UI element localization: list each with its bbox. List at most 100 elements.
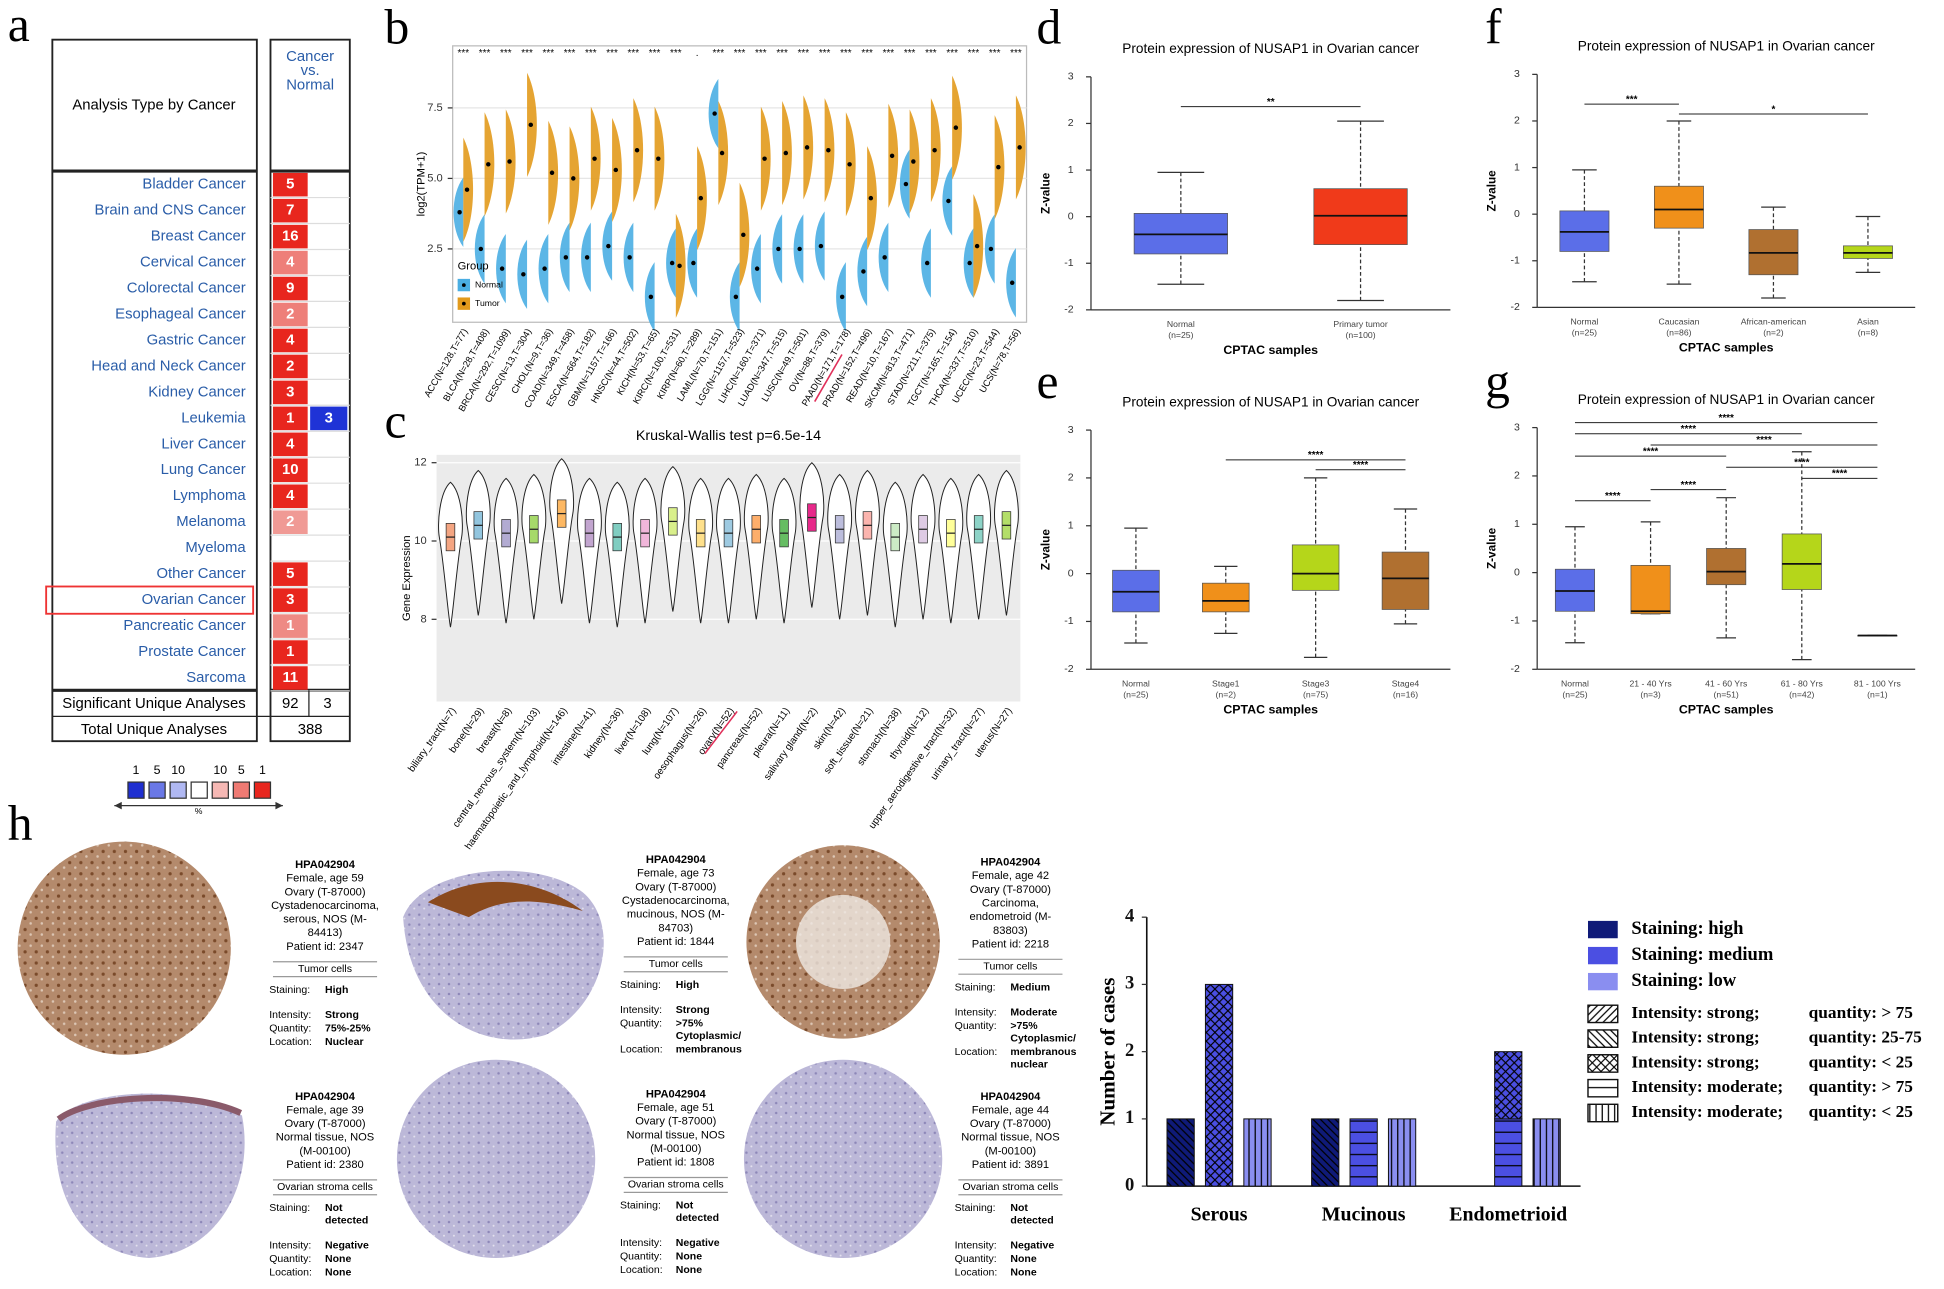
field-value: Strong — [676, 1004, 710, 1016]
significance: *** — [458, 48, 470, 59]
y-tick-label: 1 — [1514, 161, 1520, 173]
field-value: None — [325, 1267, 351, 1279]
up-count: 4 — [286, 488, 295, 504]
n-label: (n=1) — [1867, 690, 1888, 700]
x-axis-label: CPTAC samples — [1223, 702, 1318, 716]
table-frame — [51, 38, 258, 743]
up-count: 4 — [286, 436, 295, 452]
legend-label: quantity: > 75 — [1809, 1077, 1914, 1096]
y-axis-label: log2(TPM+1) — [416, 151, 428, 216]
mean-point — [889, 153, 895, 159]
significance: *** — [628, 48, 640, 59]
violin — [799, 462, 825, 608]
up-count: 5 — [286, 566, 294, 582]
significance: *** — [989, 48, 1001, 59]
legend-label: Tumor — [475, 298, 500, 308]
up-count: 4 — [286, 332, 295, 348]
legend-label: Normal — [475, 279, 503, 289]
mean-point — [932, 147, 937, 153]
significance: *** — [861, 48, 873, 59]
mean-point — [974, 243, 980, 249]
cancer-type: Gastric Cancer — [147, 332, 246, 348]
field-value: None — [676, 1264, 702, 1276]
violin — [938, 477, 964, 624]
bar-hatch — [1311, 1118, 1340, 1187]
significance: *** — [649, 48, 661, 59]
bar-hatch — [1532, 1118, 1561, 1187]
bar-hatch — [1494, 1051, 1523, 1120]
mean-point — [563, 255, 569, 260]
sample-info: Ovary (T-87000) — [635, 1116, 716, 1128]
sample-info: Carcinoma, — [982, 897, 1039, 909]
mean-point — [656, 156, 661, 161]
y-tick-label: 5.0 — [427, 172, 443, 184]
tissue-image — [56, 1094, 243, 1122]
n-label: (n=16) — [1393, 690, 1418, 700]
legend-label: Intensity: moderate; — [1631, 1102, 1783, 1121]
significance: *** — [734, 48, 746, 59]
mean-point — [783, 150, 789, 156]
x-tick-label: 41 - 60 Yrs — [1705, 678, 1748, 688]
y-tick-label: 7.5 — [427, 102, 443, 114]
mean-point — [634, 147, 640, 153]
legend-swatch — [148, 781, 166, 799]
cancer-type: Myeloma — [185, 540, 246, 556]
mean-point — [882, 255, 887, 260]
up-cell — [272, 198, 308, 223]
cancer-type: Leukemia — [181, 410, 246, 426]
mean-point — [648, 294, 654, 300]
y-tick-label: -2 — [1064, 304, 1074, 316]
sample-info: Patient id: 2218 — [972, 938, 1049, 950]
significance: **** — [1353, 460, 1369, 471]
sample-info: Ovary (T-87000) — [635, 881, 716, 893]
field-value: membranous — [676, 1044, 742, 1056]
section-label: Ovarian stroma cells — [628, 1179, 724, 1191]
significance: **** — [1832, 469, 1848, 480]
x-tick-label: Normal — [1561, 678, 1589, 688]
mean-point — [677, 263, 682, 269]
cancer-type: Esophageal Cancer — [115, 306, 246, 322]
violin — [632, 477, 658, 624]
significance: **** — [1794, 458, 1810, 469]
significance: *** — [585, 48, 597, 59]
cancer-type: Other Cancer — [156, 566, 245, 582]
significance: *** — [564, 48, 576, 59]
mean-point — [499, 266, 505, 271]
y-tick-label: 2 — [1068, 117, 1074, 129]
chart-title: Protein expression of NUSAP1 in Ovarian … — [1578, 392, 1875, 407]
up-count: 3 — [286, 592, 294, 608]
mean-point — [691, 260, 696, 266]
tissue-image — [796, 894, 891, 990]
box — [1781, 533, 1822, 590]
n-label: (n=25) — [1168, 330, 1193, 340]
legend-swatch — [1587, 920, 1618, 939]
field-key: Quantity: — [620, 1251, 662, 1263]
cancer-type: Sarcoma — [186, 670, 246, 686]
significance: *** — [776, 48, 788, 59]
sample-info: Ovary (T-87000) — [284, 1118, 365, 1130]
mean-point — [797, 246, 802, 252]
violin — [882, 481, 908, 628]
sample-info: 84413) — [308, 927, 343, 939]
n-label: (n=75) — [1303, 690, 1328, 700]
x-tick-label: Asian — [1857, 317, 1879, 327]
y-tick-label: 3 — [1068, 71, 1074, 83]
mean-point — [1017, 145, 1022, 150]
box — [1381, 551, 1430, 610]
n-label: (n=100) — [1346, 330, 1376, 340]
panel-label: d — [1036, 0, 1061, 55]
sample-info: mucinous, NOS (M- — [627, 909, 725, 921]
bar-hatch — [1243, 1118, 1272, 1187]
chart-title: Protein expression of NUSAP1 in Ovarian … — [1122, 394, 1419, 409]
sample-info: Patient id: 3891 — [972, 1159, 1049, 1171]
field-value: nuclear — [1010, 1058, 1047, 1070]
field-value: Not — [676, 1200, 694, 1212]
y-tick-label: -2 — [1064, 663, 1074, 675]
y-axis-label: Z-value — [1039, 529, 1052, 571]
mean-point — [627, 255, 632, 260]
chart-title: Protein expression of NUSAP1 in Ovarian … — [1122, 41, 1419, 56]
y-tick-label: 0 — [1125, 1174, 1134, 1195]
up-count: 2 — [286, 514, 294, 530]
table-header: Analysis Type by Cancer — [72, 97, 235, 113]
legend-swatch — [1587, 946, 1618, 965]
